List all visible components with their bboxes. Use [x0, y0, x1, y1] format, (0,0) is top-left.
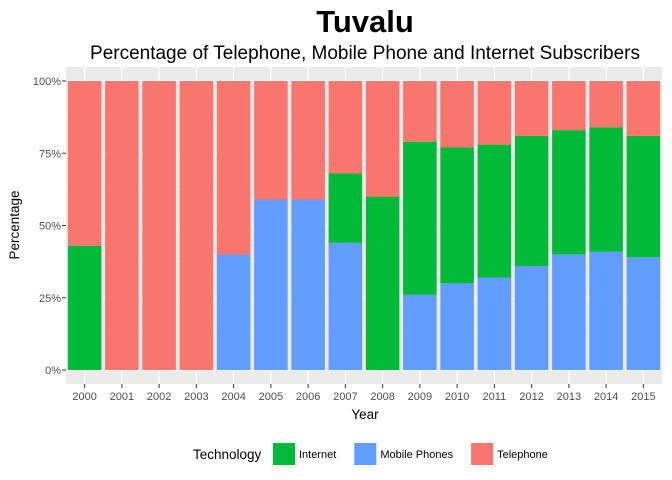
- bar-telephone-2014: [589, 81, 623, 128]
- x-tick-label: 2008: [370, 391, 394, 403]
- plot-area: 0% 25% 50% 75% 100% 2000 2001 2002 2003 2004 2005 2…: [33, 67, 662, 403]
- bar-internet-2013: [552, 130, 586, 255]
- bar-telephone-2015: [626, 81, 661, 136]
- y-tick-label: 75%: [39, 148, 61, 160]
- y-axis-title: Percentage: [7, 190, 22, 259]
- bar-internet-2000: [67, 245, 102, 370]
- x-tick-label: 2010: [445, 391, 469, 403]
- bar-telephone-2001: [105, 81, 139, 370]
- bar-internet-2009: [403, 141, 437, 295]
- x-tick-label: 2011: [483, 391, 507, 403]
- bar-mobile-phones-2012: [514, 265, 549, 370]
- bar-mobile-phones-2011: [477, 277, 512, 370]
- bar-telephone-2012: [514, 81, 549, 136]
- bar-telephone-2013: [552, 81, 586, 131]
- x-tick-label: 2007: [333, 391, 357, 403]
- y-tick-label: 50%: [39, 221, 61, 233]
- legend: Technology Internet Mobile Phones Telephon…: [193, 443, 548, 465]
- legend-title: Technology: [193, 447, 262, 462]
- y-tick-label: 0%: [45, 365, 61, 377]
- x-tick-label: 2000: [72, 391, 96, 403]
- x-tick-label: 2001: [110, 391, 134, 403]
- bar-mobile-phones-2010: [440, 283, 474, 370]
- x-tick-label: 2015: [631, 391, 655, 403]
- bar-mobile-phones-2014: [589, 251, 623, 370]
- bar-telephone-2005: [254, 81, 288, 200]
- bar-telephone-2007: [328, 81, 363, 174]
- bar-telephone-2011: [477, 81, 512, 145]
- legend-key-mobile-phones: [354, 443, 377, 465]
- bar-telephone-2000: [67, 81, 102, 246]
- bar-mobile-phones-2005: [254, 199, 288, 370]
- bar-internet-2011: [477, 144, 512, 278]
- bar-mobile-phones-2015: [626, 257, 661, 370]
- bar-telephone-2006: [291, 81, 325, 200]
- x-tick-label: 2012: [519, 391, 543, 403]
- x-tick-label: 2002: [147, 391, 171, 403]
- bar-telephone-2003: [179, 81, 214, 370]
- bar-mobile-phones-2006: [291, 199, 325, 370]
- bar-internet-2008: [365, 196, 400, 370]
- bar-telephone-2002: [142, 81, 176, 370]
- legend-label-internet: Internet: [299, 449, 336, 461]
- bar-internet-2010: [440, 147, 474, 284]
- x-tick-label: 2014: [594, 391, 618, 403]
- y-tick-label: 25%: [39, 293, 61, 305]
- bar-mobile-phones-2013: [552, 254, 586, 370]
- bar-internet-2015: [626, 135, 661, 258]
- x-tick-label: 2003: [184, 391, 208, 403]
- legend-label-mobile-phones: Mobile Phones: [380, 449, 453, 461]
- bar-telephone-2009: [403, 81, 437, 142]
- legend-key-internet: [273, 443, 295, 465]
- chart-title: Tuvalu: [316, 4, 414, 39]
- chart-subtitle: Percentage of Telephone, Mobile Phone an…: [90, 43, 640, 64]
- bar-internet-2014: [589, 127, 623, 252]
- x-axis-title: Year: [351, 407, 379, 422]
- bar-mobile-phones-2004: [216, 254, 251, 370]
- bar-internet-2012: [514, 135, 549, 266]
- y-tick-label: 100%: [33, 76, 61, 88]
- bar-telephone-2010: [440, 81, 474, 148]
- legend-key-telephone: [471, 443, 494, 465]
- bar-telephone-2004: [216, 81, 251, 255]
- bar-mobile-phones-2009: [403, 294, 437, 370]
- bar-internet-2007: [328, 173, 363, 243]
- x-tick-label: 2004: [221, 391, 245, 403]
- bar-mobile-phones-2007: [328, 242, 363, 370]
- x-tick-label: 2006: [296, 391, 320, 403]
- bar-telephone-2008: [365, 81, 400, 197]
- x-tick-label: 2009: [408, 391, 432, 403]
- x-tick-label: 2013: [557, 391, 581, 403]
- legend-label-telephone: Telephone: [497, 449, 548, 461]
- x-tick-label: 2005: [259, 391, 283, 403]
